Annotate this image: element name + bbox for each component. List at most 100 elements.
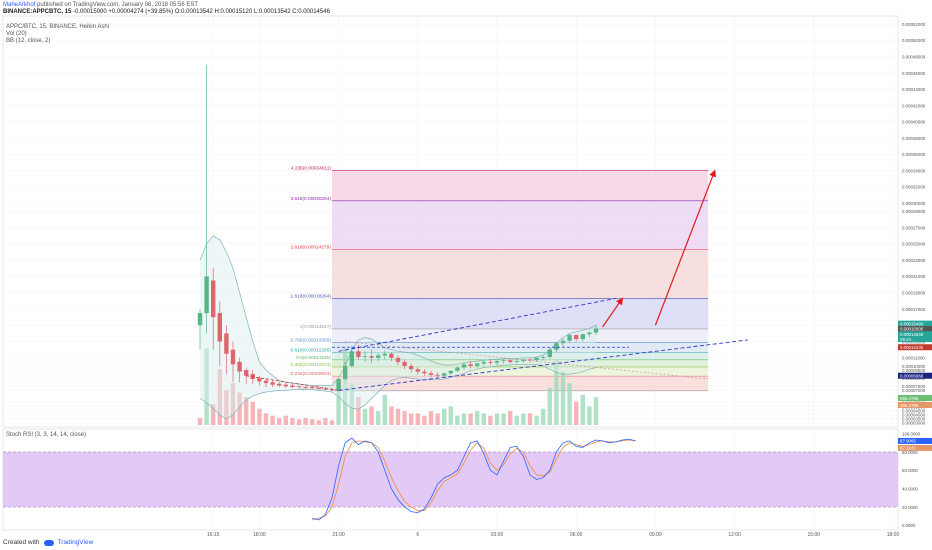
volume-bar [224,390,229,425]
candle-body [448,370,453,374]
volume-bar [277,418,282,425]
price-tag-label: 0.00015000 [900,327,924,332]
created-with-text: Created with [3,539,40,546]
volume-bar [409,413,414,425]
fib-level-label: 1.618(0.00018264) [290,294,331,300]
volume-bar [211,404,216,425]
volume-bar [349,383,354,425]
price-tick-label: 0.00050000 [902,38,926,43]
price-tag [898,344,932,351]
volume-bar [448,406,453,425]
candle-body [362,356,368,358]
volume-bar [494,413,500,425]
candle-body [508,360,513,362]
time-tick-label: 09:00 [649,532,662,538]
volume-bar [217,369,222,425]
volume-bar [560,371,566,425]
candle-body [409,365,414,370]
volume-bar [422,415,427,425]
time-tick-label: 03:00 [491,532,504,538]
volume-bar [290,418,295,425]
volume-bar [237,392,242,425]
stoch-k-line [312,437,636,521]
price-tag [898,331,932,338]
volume-bar [547,387,552,425]
volume-bar [541,408,546,425]
main-series-legend[interactable]: APPC/BTC, 15, BINANCE, Heikin Ashi [6,24,110,30]
volume-bar [580,394,585,425]
candle-body [310,387,315,388]
price-tick-label: 0.00044000 [902,87,926,92]
candle-body [461,364,467,368]
volume-bar [415,413,420,425]
author-link[interactable]: MaheArkhof [3,2,36,8]
volume-bar [481,413,486,425]
fib-zone [332,359,709,367]
price-tag-label: 0.00014546 [900,332,924,337]
price-tick-label: 0.00010000 [902,364,926,369]
price-tick-label: 0.00027000 [902,225,926,230]
stoch-rsi-legend[interactable]: Stoch RSI (3, 3, 14, 14, close) [6,432,87,438]
fib-level-label: 2.618(0.00024279) [290,245,331,251]
candle-body [547,349,552,358]
candle-body [224,333,229,354]
volume-bar [527,413,533,425]
bollinger-legend[interactable]: BB (12, close, 2) [6,38,51,44]
volume-bar [283,415,288,425]
price-tag [898,320,932,327]
candle-body [534,357,539,361]
time-tick-label: 06:00 [570,532,583,538]
candle-body [389,353,394,358]
tradingview-brand[interactable]: TradingView [57,539,94,546]
stoch-tick-label: 0.0000 [902,523,916,528]
volume-bar [567,383,572,425]
candle-body [329,389,335,391]
price-tag-label: 0.00015490 [900,321,924,326]
candle-body [290,385,295,388]
price-tick-label: 0.00034000 [902,168,926,173]
candle-body [270,382,275,385]
candle-body [514,361,519,362]
candle-body [468,364,473,366]
fib-level-label: 0.786(0.00013359) [290,337,331,343]
price-tick-label: 0.00009500 [902,368,926,373]
fib-level-label: 4.236(0.00034011) [291,166,332,172]
candle-body [488,361,493,363]
candle-body [376,355,381,358]
candle-body [349,351,354,366]
price-tag [898,372,932,379]
candle-body [442,373,447,376]
volume-bar [442,408,447,425]
stoch-tick-label: 60.0000 [902,468,918,473]
volume-legend[interactable]: Vol (20) [6,31,27,37]
candle-body [263,380,269,384]
fib-level-label: 0.618(0.00012295) [290,348,331,354]
volume-tag [898,395,932,401]
candle-body [428,373,434,375]
bollinger-upper [199,235,597,386]
volume-bar [402,411,407,425]
candle-body [593,328,599,333]
price-tick-label: 0.00042000 [902,103,926,108]
candle-body [580,334,585,340]
candle-body [574,335,579,340]
volume-tag-label: 466.4789 [900,403,919,408]
volume-bar [428,411,434,425]
price-tick-label: 0.00029000 [902,209,926,214]
candle-body [521,359,526,362]
price-tag [898,336,932,343]
candle-body [527,359,533,361]
volume-bar [244,397,249,425]
volume-bar [257,408,262,425]
volume-bar [475,411,480,425]
volume-bar [230,383,236,425]
fib-zone [332,366,709,377]
price-tick-label: 0.00032000 [902,185,926,190]
candle-body [283,384,288,387]
fib-zone [332,298,709,329]
candle-body [343,365,348,379]
price-tick-label: 0.00030000 [902,201,926,206]
candle-body [382,353,387,356]
candle-body [494,361,500,363]
